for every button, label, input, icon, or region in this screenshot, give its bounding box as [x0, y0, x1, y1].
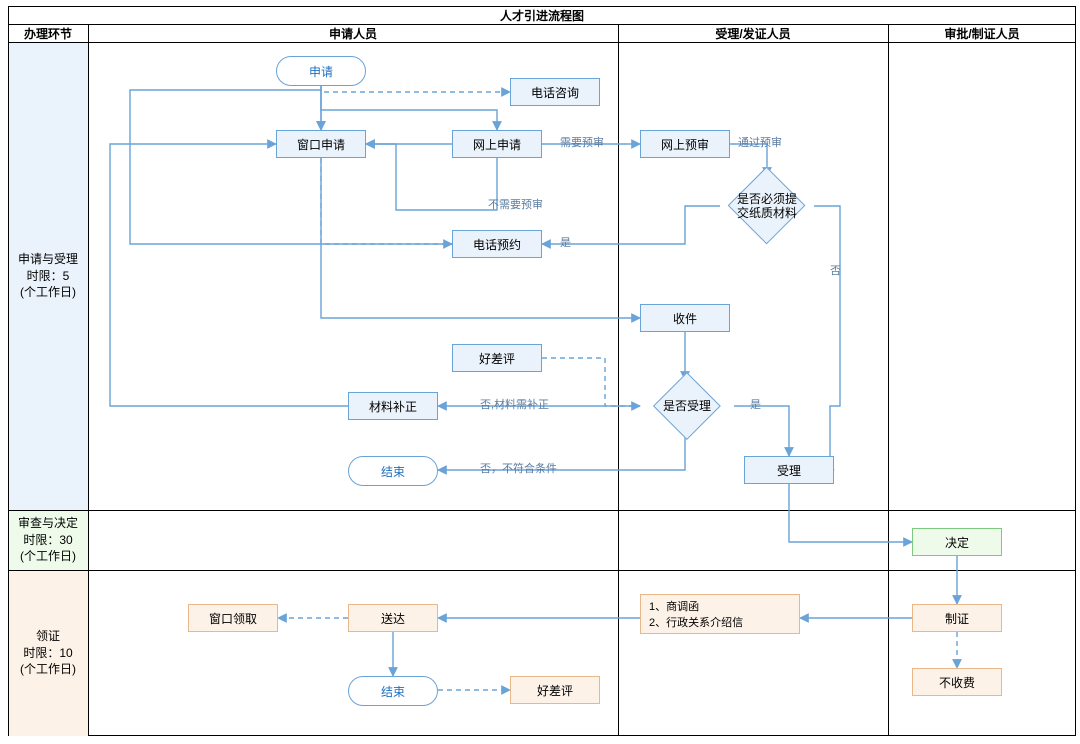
node-docs: 1、商调函2、行政关系介绍信 [640, 594, 800, 634]
node-end1: 结束 [348, 456, 438, 486]
node-accept: 是否受理 [640, 380, 734, 432]
node-review1: 好差评 [452, 344, 542, 372]
edge-label: 否 [830, 262, 841, 278]
edge-label: 是 [750, 396, 761, 412]
node-receive: 收件 [640, 304, 730, 332]
node-correct: 材料补正 [348, 392, 438, 420]
column-header: 申请人员 [88, 24, 618, 42]
node-deliver: 送达 [348, 604, 438, 632]
node-pickup: 窗口领取 [188, 604, 278, 632]
node-decide: 决定 [912, 528, 1002, 556]
edge-label: 是 [560, 234, 571, 250]
node-online: 网上申请 [452, 130, 542, 158]
row-header: 审查与决定时限：30(个工作日) [8, 510, 88, 570]
diagram-title: 人才引进流程图 [8, 6, 1076, 24]
edge-label: 否,材料需补正 [480, 396, 549, 412]
column-header: 受理/发证人员 [618, 24, 888, 42]
edge-label: 不需要预审 [488, 196, 543, 212]
node-phoneConsult: 电话咨询 [510, 78, 600, 106]
node-apply: 申请 [276, 56, 366, 86]
edge-label: 需要预审 [560, 134, 604, 150]
node-make: 制证 [912, 604, 1002, 632]
node-review2: 好差评 [510, 676, 600, 704]
node-acceptOk: 受理 [744, 456, 834, 484]
flowchart-canvas: 人才引进流程图 办理环节申请人员受理/发证人员审批/制证人员 申请与受理时限：5… [0, 0, 1080, 744]
row-header: 申请与受理时限：5(个工作日) [8, 42, 88, 510]
edge-label: 否，不符合条件 [480, 460, 557, 476]
edge-label: 通过预审 [738, 134, 782, 150]
node-preview: 网上预审 [640, 130, 730, 158]
node-phoneBook: 电话预约 [452, 230, 542, 258]
node-window: 窗口申请 [276, 130, 366, 158]
node-mustPaper: 是否必须提交纸质材料 [720, 176, 814, 236]
node-noFee: 不收费 [912, 668, 1002, 696]
row-header: 领证时限：10(个工作日) [8, 570, 88, 736]
column-header: 审批/制证人员 [888, 24, 1076, 42]
column-header: 办理环节 [8, 24, 88, 42]
node-end2: 结束 [348, 676, 438, 706]
